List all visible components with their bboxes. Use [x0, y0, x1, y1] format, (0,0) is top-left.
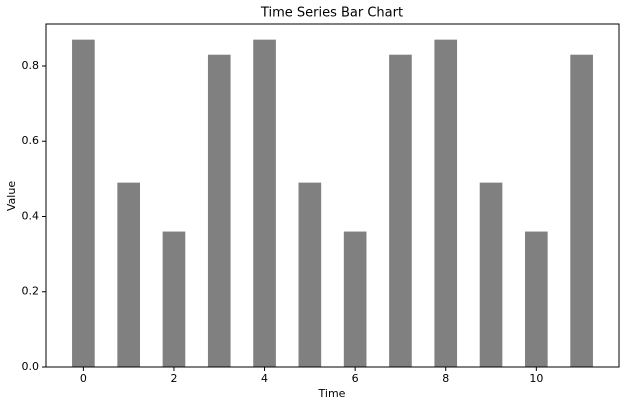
x-tick-label: 8: [442, 372, 449, 385]
x-tick-label: 2: [170, 372, 177, 385]
y-tick-label: 0.0: [22, 360, 40, 373]
bar: [117, 182, 140, 367]
y-tick-label: 0.6: [22, 134, 40, 147]
bar: [253, 39, 276, 368]
bar: [479, 182, 503, 367]
x-tick-label: 10: [529, 372, 543, 385]
bar: [72, 39, 95, 368]
bar: [570, 54, 593, 367]
y-tick-label: 0.8: [22, 59, 40, 72]
x-tick-label: 0: [80, 372, 87, 385]
y-axis-label: Value: [5, 181, 18, 211]
x-tick-label: 6: [352, 372, 359, 385]
axes-frame: [45, 23, 620, 368]
bar: [434, 39, 458, 368]
x-axis-label: Time: [318, 387, 346, 400]
y-tick-label: 0.4: [22, 209, 40, 222]
y-tick-label: 0.2: [22, 285, 40, 298]
bar: [298, 182, 322, 367]
bar: [343, 231, 367, 367]
x-tick-label: 4: [261, 372, 268, 385]
bar: [525, 231, 548, 367]
chart-title: Time Series Bar Chart: [260, 6, 403, 21]
bar: [207, 54, 231, 367]
bar: [389, 54, 412, 367]
bar: [162, 231, 186, 367]
